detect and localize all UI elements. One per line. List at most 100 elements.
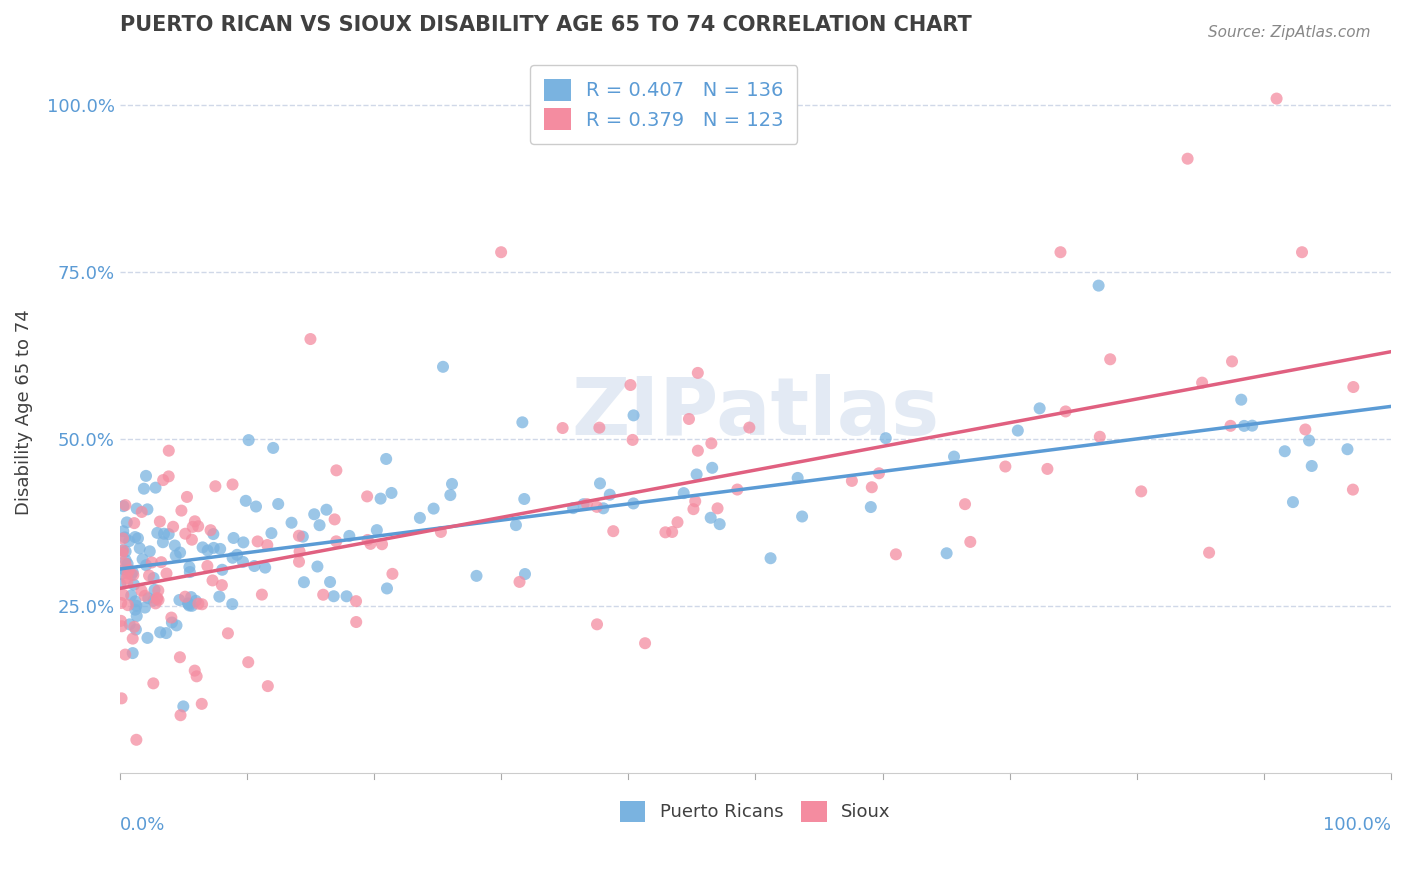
Point — [146, 525, 169, 540]
Legend: Puerto Ricans, Sioux: Puerto Ricans, Sioux — [613, 794, 898, 829]
Point — [160, 610, 183, 624]
Point — [1036, 462, 1059, 476]
Point — [1130, 484, 1153, 499]
Point — [202, 541, 225, 555]
Point — [187, 519, 209, 533]
Point — [139, 544, 162, 558]
Point — [1282, 495, 1305, 509]
Point — [267, 497, 290, 511]
Point — [1099, 352, 1122, 367]
Point — [122, 578, 145, 592]
Point — [599, 488, 621, 502]
Point — [117, 566, 139, 581]
Point — [135, 558, 157, 573]
Point — [738, 420, 761, 434]
Point — [115, 516, 138, 530]
Point — [145, 596, 167, 610]
Point — [155, 626, 177, 640]
Point — [191, 541, 214, 555]
Point — [128, 541, 150, 556]
Point — [184, 514, 207, 528]
Point — [409, 511, 432, 525]
Point — [117, 598, 139, 612]
Point — [666, 515, 689, 529]
Point — [120, 589, 142, 603]
Point — [686, 366, 709, 380]
Point — [262, 441, 284, 455]
Point — [169, 545, 191, 559]
Point — [292, 575, 315, 590]
Point — [312, 588, 335, 602]
Point — [654, 525, 676, 540]
Point — [122, 516, 145, 530]
Point — [356, 490, 378, 504]
Point — [114, 530, 136, 544]
Point — [136, 591, 159, 606]
Point — [184, 664, 207, 678]
Point — [155, 566, 177, 581]
Point — [117, 557, 139, 571]
Point — [184, 594, 207, 608]
Point — [169, 593, 191, 607]
Point — [439, 488, 461, 502]
Point — [623, 496, 645, 510]
Point — [356, 533, 378, 547]
Point — [165, 549, 187, 563]
Point — [1049, 245, 1071, 260]
Point — [157, 527, 180, 541]
Point — [134, 589, 156, 603]
Point — [1198, 546, 1220, 560]
Point — [176, 490, 198, 504]
Point — [344, 615, 367, 629]
Point — [375, 582, 398, 596]
Point — [323, 512, 346, 526]
Point — [335, 589, 357, 603]
Point — [131, 505, 153, 519]
Point — [111, 532, 134, 546]
Point — [1177, 152, 1199, 166]
Point — [114, 557, 136, 571]
Point — [586, 617, 609, 632]
Point — [108, 577, 131, 591]
Point — [337, 529, 360, 543]
Point — [111, 543, 134, 558]
Point — [935, 546, 957, 560]
Point — [440, 477, 463, 491]
Point — [1336, 442, 1358, 457]
Point — [1233, 418, 1256, 433]
Point — [1298, 434, 1320, 448]
Point — [148, 593, 170, 607]
Point — [1087, 278, 1109, 293]
Point — [513, 491, 536, 506]
Point — [661, 524, 683, 539]
Point — [174, 590, 197, 604]
Point — [375, 452, 398, 467]
Point — [256, 538, 278, 552]
Point — [322, 589, 344, 603]
Point — [149, 625, 172, 640]
Point — [170, 503, 193, 517]
Point — [619, 378, 641, 392]
Point — [112, 524, 135, 539]
Point — [299, 332, 322, 346]
Point — [621, 433, 644, 447]
Point — [859, 500, 882, 514]
Point — [246, 534, 269, 549]
Point — [1191, 376, 1213, 390]
Point — [1088, 430, 1111, 444]
Point — [125, 599, 148, 613]
Point — [586, 500, 609, 514]
Point — [465, 569, 488, 583]
Point — [204, 479, 226, 493]
Point — [592, 501, 614, 516]
Point — [136, 502, 159, 516]
Point — [149, 515, 172, 529]
Point — [169, 708, 191, 723]
Text: 0.0%: 0.0% — [120, 816, 165, 835]
Point — [160, 615, 183, 630]
Point — [235, 493, 257, 508]
Point — [209, 541, 232, 556]
Point — [148, 583, 170, 598]
Point — [122, 568, 145, 582]
Point — [132, 482, 155, 496]
